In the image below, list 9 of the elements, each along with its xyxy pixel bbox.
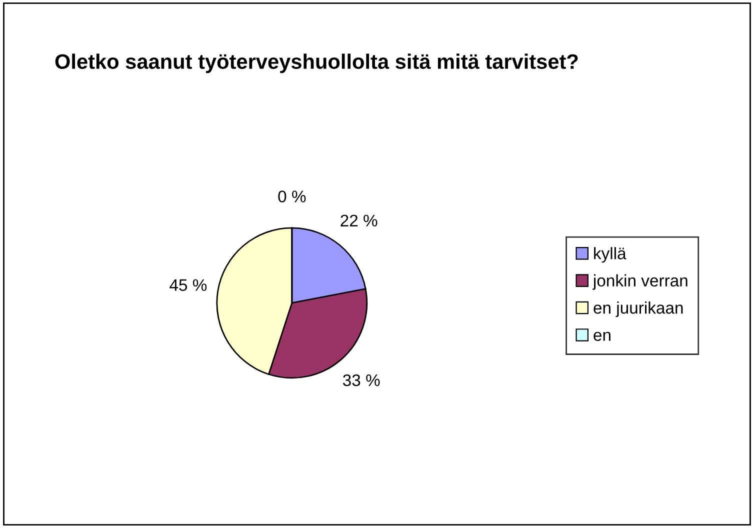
- legend-label: kyllä: [594, 247, 626, 263]
- text: 0 %: [278, 190, 306, 202]
- legend-label: en: [594, 332, 610, 341]
- data-label: 45 %: [170, 279, 207, 291]
- legend-label: jonkin verran: [592, 274, 688, 290]
- legend-label: en juurikaan: [594, 302, 683, 318]
- data-label: 22 %: [340, 214, 378, 226]
- data-label: 33 %: [342, 374, 380, 386]
- chart-title: Oletko saanut työterveyshuollolta sitä mitä tarvitset?: [55, 54, 578, 74]
